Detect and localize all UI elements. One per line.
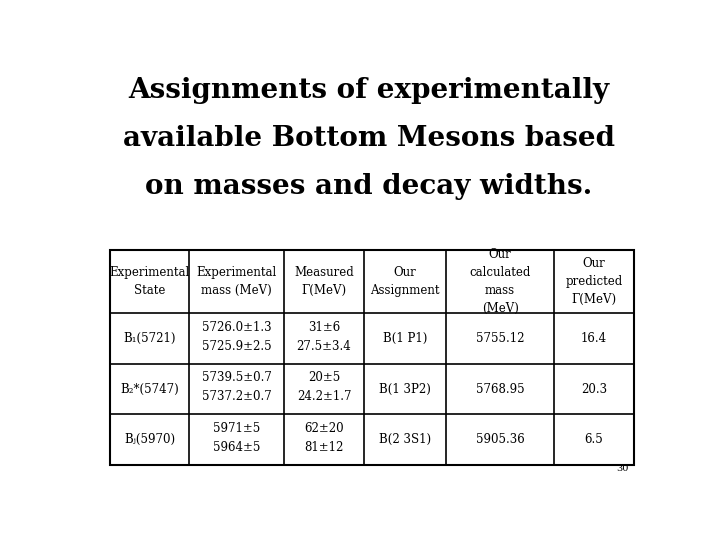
Text: 27.5±3.4: 27.5±3.4 bbox=[297, 340, 351, 353]
Text: 16.4: 16.4 bbox=[581, 332, 607, 345]
Text: B(1 3P2): B(1 3P2) bbox=[379, 382, 431, 395]
Text: 5905.36: 5905.36 bbox=[476, 433, 524, 446]
Text: 5726.0±1.3: 5726.0±1.3 bbox=[202, 321, 271, 334]
Text: B(2 3S1): B(2 3S1) bbox=[379, 433, 431, 446]
Text: Bⱼ(5970): Bⱼ(5970) bbox=[124, 433, 175, 446]
Text: 5725.9±2.5: 5725.9±2.5 bbox=[202, 340, 271, 353]
Text: B₂*(5747): B₂*(5747) bbox=[120, 382, 179, 395]
Text: Our
predicted
Γ(MeV): Our predicted Γ(MeV) bbox=[565, 257, 623, 306]
Text: Our
calculated
mass
(MeV): Our calculated mass (MeV) bbox=[469, 248, 531, 315]
Text: 5737.2±0.7: 5737.2±0.7 bbox=[202, 390, 271, 403]
Text: 30: 30 bbox=[616, 464, 629, 473]
Text: 81±12: 81±12 bbox=[305, 441, 343, 454]
Text: 6.5: 6.5 bbox=[585, 433, 603, 446]
Text: 62±20: 62±20 bbox=[304, 422, 343, 435]
Text: B(1 P1): B(1 P1) bbox=[383, 332, 427, 345]
Text: B₁(5721): B₁(5721) bbox=[123, 332, 176, 345]
Text: 5755.12: 5755.12 bbox=[476, 332, 524, 345]
Text: Our
Assignment: Our Assignment bbox=[370, 266, 440, 297]
Text: 5971±5: 5971±5 bbox=[213, 422, 261, 435]
Text: Experimental
mass (MeV): Experimental mass (MeV) bbox=[197, 266, 277, 297]
Text: 20.3: 20.3 bbox=[581, 382, 607, 395]
Text: 5739.5±0.7: 5739.5±0.7 bbox=[202, 372, 271, 384]
Text: on masses and decay widths.: on masses and decay widths. bbox=[145, 173, 593, 200]
Text: Measured
Γ(MeV): Measured Γ(MeV) bbox=[294, 266, 354, 297]
Text: 5768.95: 5768.95 bbox=[476, 382, 524, 395]
Text: available Bottom Mesons based: available Bottom Mesons based bbox=[123, 125, 615, 152]
Text: 20±5: 20±5 bbox=[308, 372, 340, 384]
Text: 31±6: 31±6 bbox=[308, 321, 340, 334]
Text: Experimental
State: Experimental State bbox=[109, 266, 189, 297]
Text: Assignments of experimentally: Assignments of experimentally bbox=[128, 77, 610, 104]
Text: 5964±5: 5964±5 bbox=[213, 441, 261, 454]
Text: 24.2±1.7: 24.2±1.7 bbox=[297, 390, 351, 403]
